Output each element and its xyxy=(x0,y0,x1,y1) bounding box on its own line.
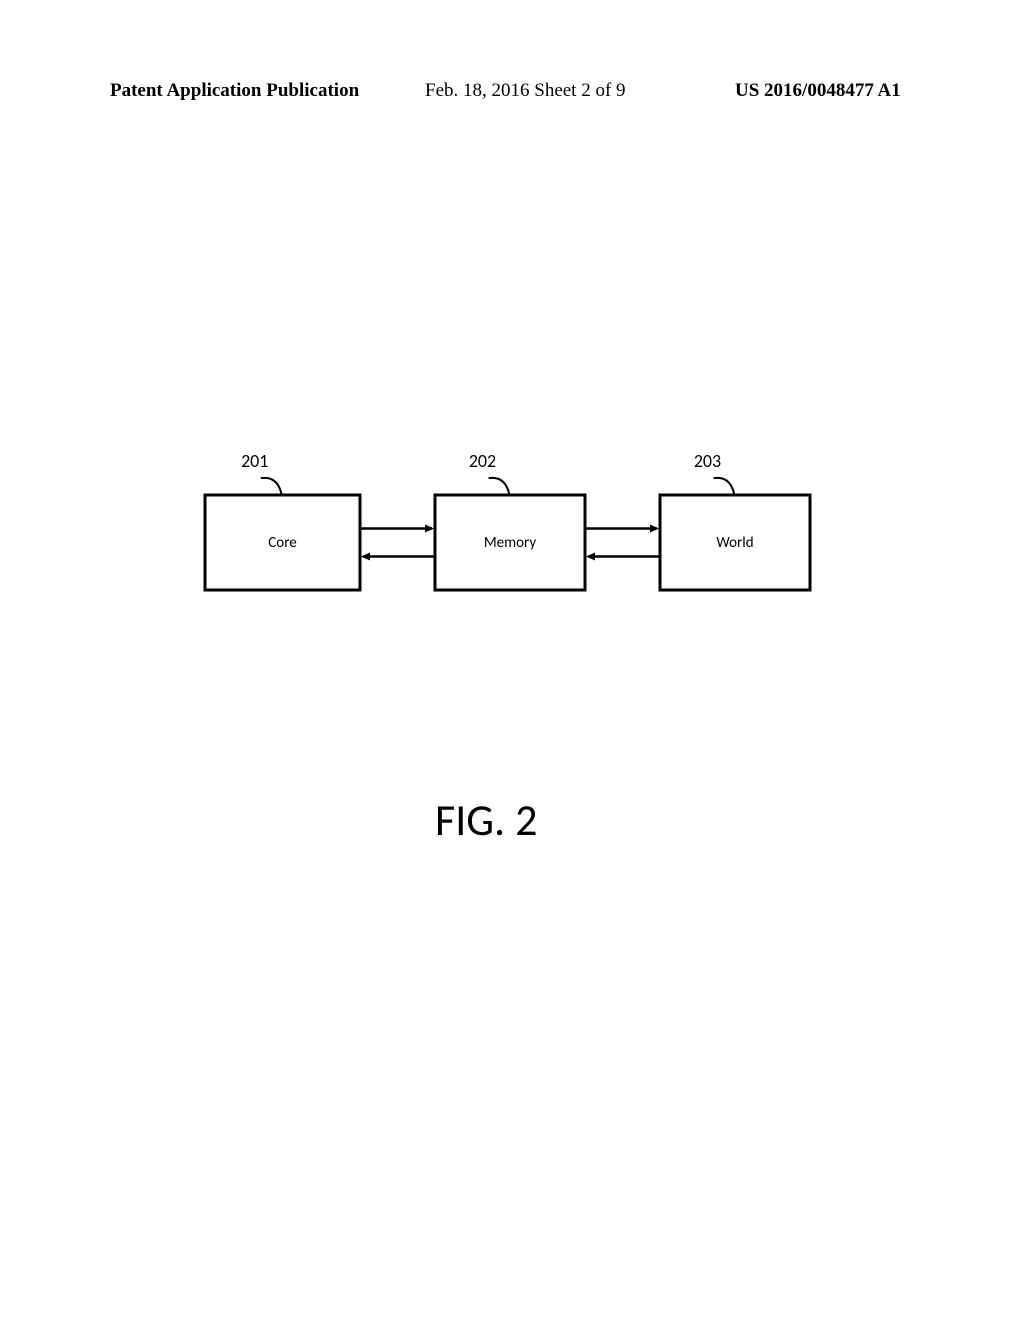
ref-number-core: 201 xyxy=(241,450,268,472)
ref-leader-memory xyxy=(489,478,510,495)
ref-number-world: 203 xyxy=(694,450,721,472)
block-label-world: World xyxy=(716,534,753,552)
block-diagram: Core 201 Memory 202 World 203 xyxy=(0,0,1024,1320)
ref-number-memory: 202 xyxy=(469,450,496,472)
ref-leader-world xyxy=(714,478,735,495)
ref-leader-core xyxy=(261,478,282,495)
figure-caption-text: FIG. 2 xyxy=(435,793,537,847)
figure-caption: FIG. 2 xyxy=(435,793,537,847)
block-label-core: Core xyxy=(268,534,296,552)
block-label-memory: Memory xyxy=(484,534,536,552)
